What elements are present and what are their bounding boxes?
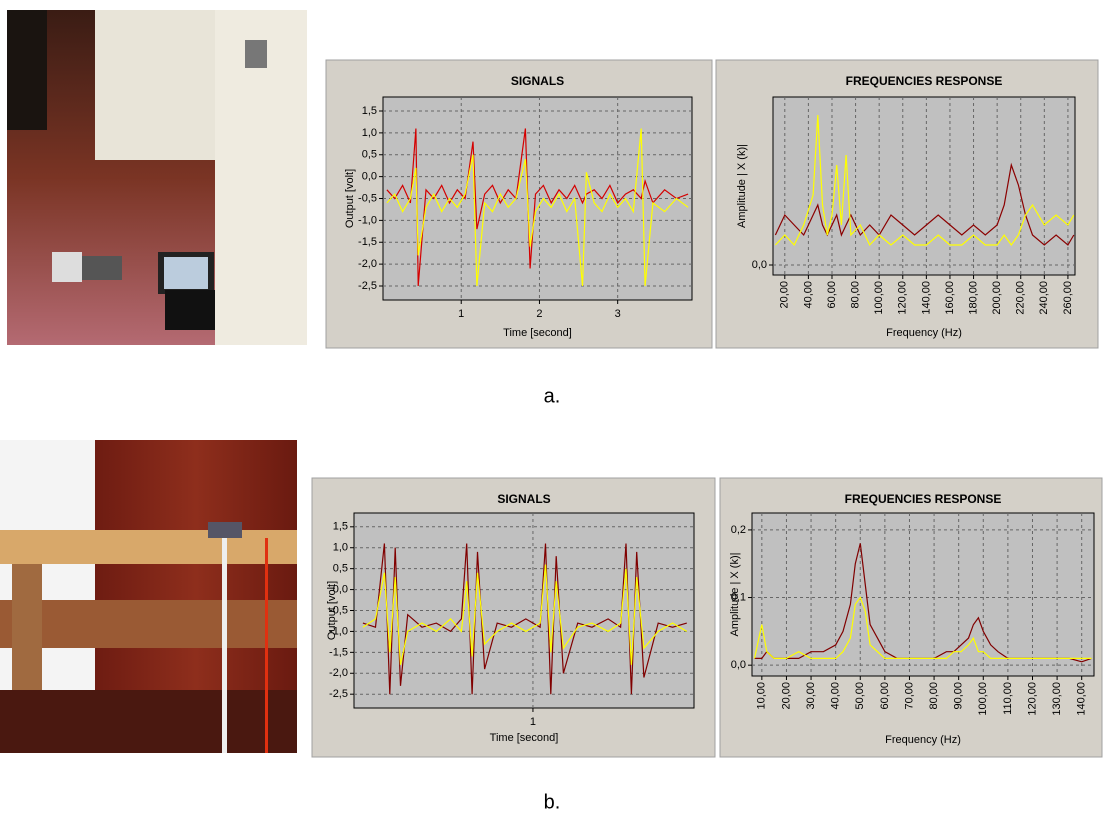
x-tick-label: 20,00 (780, 682, 792, 710)
x-tick-label: 200,00 (991, 281, 1003, 315)
x-tick-label: 100,00 (977, 682, 989, 716)
chart-title: SIGNALS (511, 74, 564, 88)
y-axis-label: Output [volt] (326, 581, 338, 640)
x-tick-label: 180,00 (967, 281, 979, 315)
x-tick-label: 60,00 (826, 281, 838, 309)
y-axis-label: Amplitude | X (k)| (736, 144, 748, 228)
y-tick-label: -2,5 (358, 280, 377, 292)
x-tick-label: 130,00 (1051, 682, 1063, 716)
x-tick-label: 2 (536, 308, 542, 320)
chart-panel: SIGNALS Time [second] Output [volt] 1,5 1,0 0… (325, 59, 713, 349)
x-tick-label: 40,00 (830, 682, 842, 710)
y-tick-label: 0,5 (362, 149, 377, 161)
x-tick-label: 240,00 (1038, 281, 1050, 315)
y-tick-label: 1,5 (362, 105, 377, 117)
signal-line (753, 596, 1092, 660)
y-tick-label: -1,5 (358, 236, 377, 248)
chart-title: FREQUENCIES RESPONSE (846, 74, 1003, 88)
plot-bg (382, 96, 693, 301)
x-tick-label: 90,00 (953, 682, 965, 710)
y-tick-label: -1,5 (329, 646, 348, 658)
x-axis-label: Frequency (Hz) (885, 734, 961, 746)
x-tick-label: 1 (458, 308, 464, 320)
x-tick-label: 80,00 (928, 682, 940, 710)
x-axis-label: Time [second] (503, 327, 572, 339)
y-tick-label: 0,0 (752, 259, 767, 271)
y-tick-label: 1,0 (333, 542, 348, 554)
x-tick-label: 100,00 (873, 281, 885, 315)
y-tick-label: 0,2 (731, 524, 746, 536)
x-tick-label: 60,00 (879, 682, 891, 710)
chart-title: SIGNALS (497, 492, 550, 506)
signal-line (386, 128, 689, 287)
y-tick-label: -2,0 (358, 258, 377, 270)
x-tick-label: 1 (530, 716, 536, 728)
x-tick-label: 3 (615, 308, 621, 320)
x-tick-label: 30,00 (805, 682, 817, 710)
signal-line (386, 128, 689, 287)
chart-title: FREQUENCIES RESPONSE (845, 492, 1002, 506)
signal-line (774, 162, 1075, 246)
x-tick-label: 120,00 (897, 281, 909, 315)
y-tick-label: 0,5 (333, 563, 348, 575)
y-tick-label: 0,0 (362, 171, 377, 183)
x-tick-label: 260,00 (1062, 281, 1074, 315)
x-tick-label: 10,00 (756, 682, 768, 710)
y-tick-label: -1,0 (329, 625, 348, 637)
x-tick-label: 40,00 (802, 281, 814, 309)
x-axis-label: Time [second] (490, 732, 559, 744)
chart-panel: FREQUENCIES RESPONSE Frequency (Hz) Amplit… (715, 59, 1099, 349)
x-axis-label: Frequency (Hz) (886, 327, 962, 339)
chart-panel: FREQUENCIES RESPONSE Frequency (Hz) Amplit… (719, 477, 1103, 758)
y-axis-label: Output [volt] (344, 169, 356, 228)
plot-bg (751, 512, 1095, 677)
x-tick-label: 50,00 (854, 682, 866, 710)
caption: b. (544, 791, 561, 813)
y-tick-label: -2,5 (329, 688, 348, 700)
y-tick-label: -0,5 (329, 604, 348, 616)
x-tick-label: 110,00 (1002, 682, 1014, 715)
x-tick-label: 140,00 (920, 281, 932, 315)
y-tick-label: -0,5 (358, 192, 377, 204)
photo-table (0, 440, 297, 753)
x-tick-label: 120,00 (1026, 682, 1038, 716)
y-tick-label: 0,0 (333, 583, 348, 595)
y-tick-label: 1,0 (362, 127, 377, 139)
x-tick-label: 80,00 (849, 281, 861, 309)
y-tick-label: -2,0 (329, 667, 348, 679)
caption: a. (544, 385, 561, 407)
signal-line (774, 114, 1075, 247)
y-axis-label: Amplitude | X (k)| (729, 553, 741, 637)
y-tick-label: -1,0 (358, 214, 377, 226)
x-tick-label: 160,00 (944, 281, 956, 315)
x-tick-label: 140,00 (1076, 682, 1088, 716)
y-tick-label: 0,0 (731, 659, 746, 671)
y-tick-label: 1,5 (333, 521, 348, 533)
x-tick-label: 20,00 (779, 281, 791, 309)
photo-hallway (7, 10, 307, 345)
x-tick-label: 70,00 (903, 682, 915, 710)
x-tick-label: 220,00 (1015, 281, 1027, 315)
signal-line (362, 564, 688, 666)
chart-panel: SIGNALS Time [second] Output [volt] 1,5 1,0 0… (311, 477, 716, 758)
y-tick-label: 0,1 (731, 591, 746, 603)
